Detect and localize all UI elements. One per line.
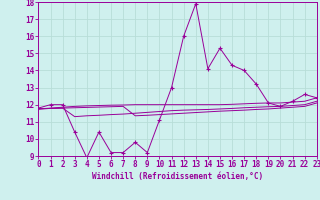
X-axis label: Windchill (Refroidissement éolien,°C): Windchill (Refroidissement éolien,°C) [92,172,263,181]
